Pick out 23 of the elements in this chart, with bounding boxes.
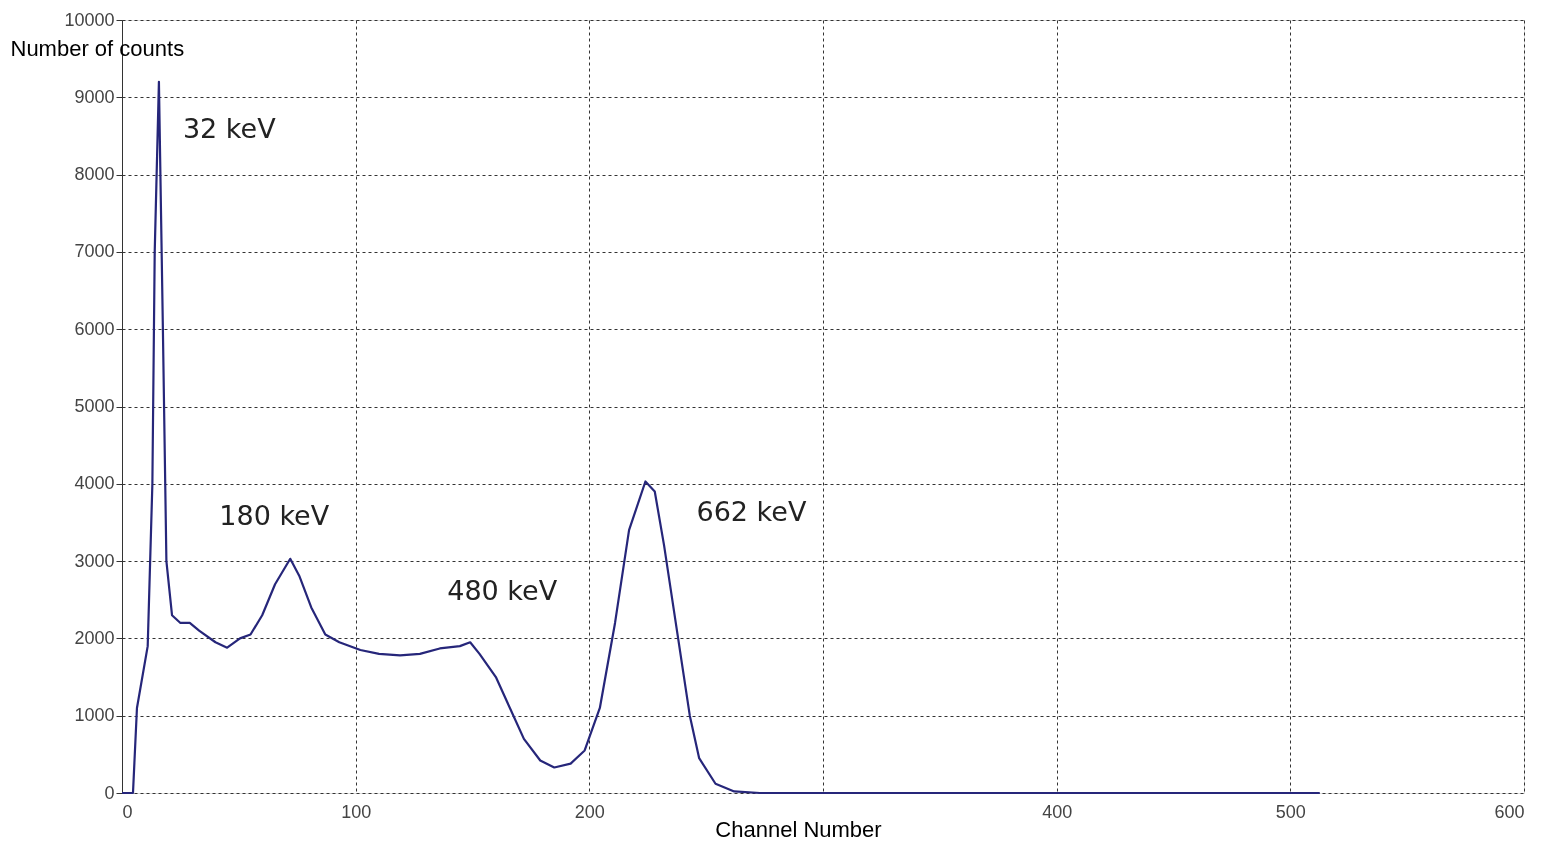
x-tick-label: 200 xyxy=(574,801,605,822)
y-tick-label: 3000 xyxy=(74,550,115,571)
annotation: 180 keV xyxy=(219,499,330,531)
annotation: 662 keV xyxy=(696,496,807,528)
y-tick-label: 8000 xyxy=(74,164,115,185)
y-tick-label: 1000 xyxy=(74,705,115,726)
y-tick-label: 2000 xyxy=(74,627,115,648)
x-tick-label: 100 xyxy=(341,801,372,822)
y-tick-label: 6000 xyxy=(74,318,115,339)
y-tick-label: 7000 xyxy=(74,241,115,262)
y-tick-label: 4000 xyxy=(74,473,115,494)
y-tick-label: 5000 xyxy=(74,396,115,416)
y-tick-label: 9000 xyxy=(74,86,115,107)
x-tick-label: 500 xyxy=(1275,801,1306,822)
annotation: 32 keV xyxy=(182,112,277,144)
x-tick-label: 400 xyxy=(1042,801,1073,822)
x-tick-label: 0 xyxy=(122,801,133,822)
annotation: 480 keV xyxy=(447,575,558,607)
y-tick-label: 10000 xyxy=(64,9,115,30)
line-series xyxy=(120,80,1321,795)
x-tick-label: 600 xyxy=(1494,801,1525,822)
x-axis-title: Channel Number xyxy=(715,816,882,842)
y-tick-label: 0 xyxy=(104,782,115,803)
